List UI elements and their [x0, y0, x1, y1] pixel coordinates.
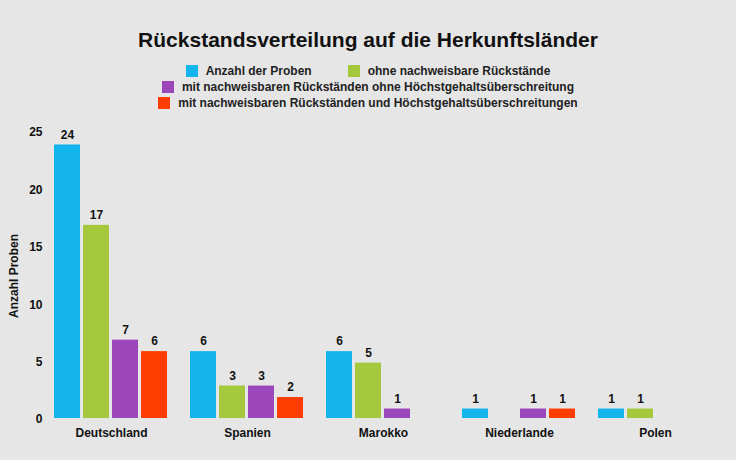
html-text:ohne nachweisbare Rückstände: ohne nachweisbare Rückstände	[367, 64, 551, 78]
html-text:mit nachweisbaren Rückständen: mit nachweisbaren Rückständen und Höchst…	[178, 96, 578, 110]
svg-text:1: 1	[530, 392, 537, 406]
svg-text:7: 7	[122, 323, 129, 337]
svg-text:3: 3	[229, 369, 236, 383]
svg-text:Niederlande: Niederlande	[485, 426, 554, 440]
svg-text:Marokko: Marokko	[359, 426, 408, 440]
svg-text:1: 1	[637, 392, 644, 406]
svg-text:Spanien: Spanien	[224, 426, 271, 440]
svg-text:6: 6	[200, 334, 207, 348]
svg-text:1: 1	[394, 392, 401, 406]
svg-text:6: 6	[336, 334, 343, 348]
svg-text:2: 2	[287, 380, 294, 394]
svg-text:Deutschland: Deutschland	[75, 426, 147, 440]
html-text:Rückstandsverteilung auf die H: Rückstandsverteilung auf die Herkunftslä…	[138, 28, 598, 51]
html-text:Anzahl der Proben: Anzahl der Proben	[205, 64, 312, 78]
svg-text:0: 0	[36, 412, 43, 426]
svg-text:Anzahl Proben: Anzahl Proben	[7, 234, 21, 318]
svg-text:1: 1	[559, 392, 566, 406]
svg-text:5: 5	[36, 355, 43, 369]
svg-text:24: 24	[61, 128, 75, 142]
html-text:mit nachweisbaren Rückständen: mit nachweisbaren Rückständen ohne Höchs…	[182, 80, 574, 94]
svg-text:15: 15	[29, 240, 43, 254]
svg-text:10: 10	[29, 298, 43, 312]
svg-text:3: 3	[258, 369, 265, 383]
svg-text:6: 6	[151, 334, 158, 348]
svg-text:1: 1	[608, 392, 615, 406]
svg-text:1: 1	[472, 392, 479, 406]
svg-text:25: 25	[29, 125, 43, 139]
svg-text:Polen: Polen	[639, 426, 672, 440]
svg-text:20: 20	[29, 183, 43, 197]
svg-text:5: 5	[365, 346, 372, 360]
svg-text:17: 17	[90, 208, 104, 222]
